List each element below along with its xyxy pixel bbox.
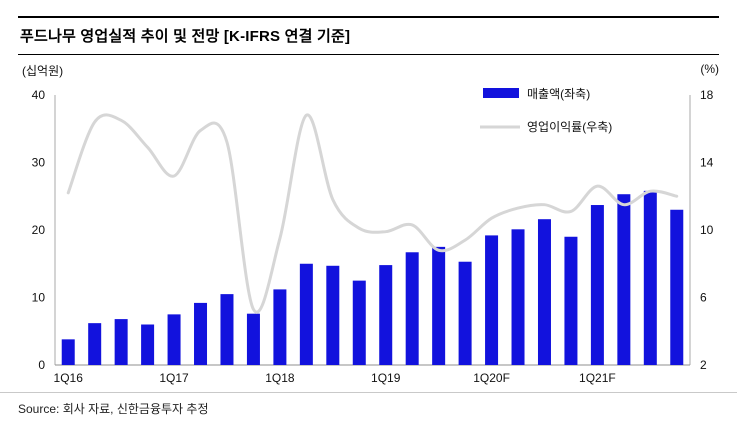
source-note: Source: 회사 자료, 신한금융투자 추정 [18,402,209,416]
left-axis-tick-label: 10 [32,291,46,305]
revenue-bar [273,289,287,365]
x-axis-tick-label: 1Q17 [159,371,189,385]
x-axis-tick-label: 1Q16 [54,371,84,385]
x-axis-tick-label: 1Q19 [371,371,401,385]
revenue-bar [167,314,181,365]
right-axis-tick-label: 18 [700,88,714,102]
revenue-bar [511,229,525,365]
right-axis-tick-label: 14 [700,156,714,170]
right-axis-unit: (%) [700,62,719,76]
revenue-bar [432,246,446,365]
revenue-bar [246,313,260,365]
legend-bar-swatch [483,88,519,98]
left-axis-tick-label: 20 [32,223,46,237]
operating-margin-line [66,113,679,314]
x-axis-tick-label: 1Q21F [579,371,616,385]
right-axis-tick-label: 6 [700,291,707,305]
revenue-bar [194,302,208,365]
left-axis-unit: (십억원) [22,64,64,78]
left-axis-tick-label: 40 [32,88,46,102]
revenue-bar [617,194,631,365]
revenue-bar [590,205,604,365]
revenue-bar [379,265,393,365]
revenue-bar [458,261,472,365]
revenue-bar [299,263,313,365]
revenue-bar [670,209,684,365]
revenue-bar [61,339,75,365]
right-axis-tick-label: 2 [700,358,707,372]
revenue-bar [220,294,234,365]
right-axis-tick-label: 10 [700,223,714,237]
revenue-bar [88,323,102,365]
revenue-bar [643,190,657,365]
revenue-bar [326,265,340,365]
revenue-bar [352,280,366,365]
revenue-bar [537,219,551,365]
left-axis-tick-label: 0 [38,358,45,372]
revenue-bar [114,319,128,365]
revenue-bar [564,236,578,365]
revenue-bar [485,235,499,365]
legend-bar-label: 매출액(좌축) [527,87,590,101]
x-axis-tick-label: 1Q20F [473,371,510,385]
revenue-bar [405,252,419,365]
legend-line-label: 영업이익률(우축) [527,120,612,134]
chart-svg: 0 10 20 30 40 2 6 10 14 18 1Q16 1Q17 1Q18 1Q19 1Q20F 1Q… [32,87,714,385]
footer-divider [0,392,737,393]
left-axis-tick-label: 30 [32,156,46,170]
chart-title: 푸드나무 영업실적 추이 및 전망 [K-IFRS 연결 기준] [18,16,719,55]
revenue-bar [141,324,155,365]
chart-area: 0 10 20 30 40 2 6 10 14 18 1Q16 1Q17 1Q18 1Q19 1Q20F 1Q… [0,80,737,385]
x-axis-tick-label: 1Q18 [265,371,295,385]
